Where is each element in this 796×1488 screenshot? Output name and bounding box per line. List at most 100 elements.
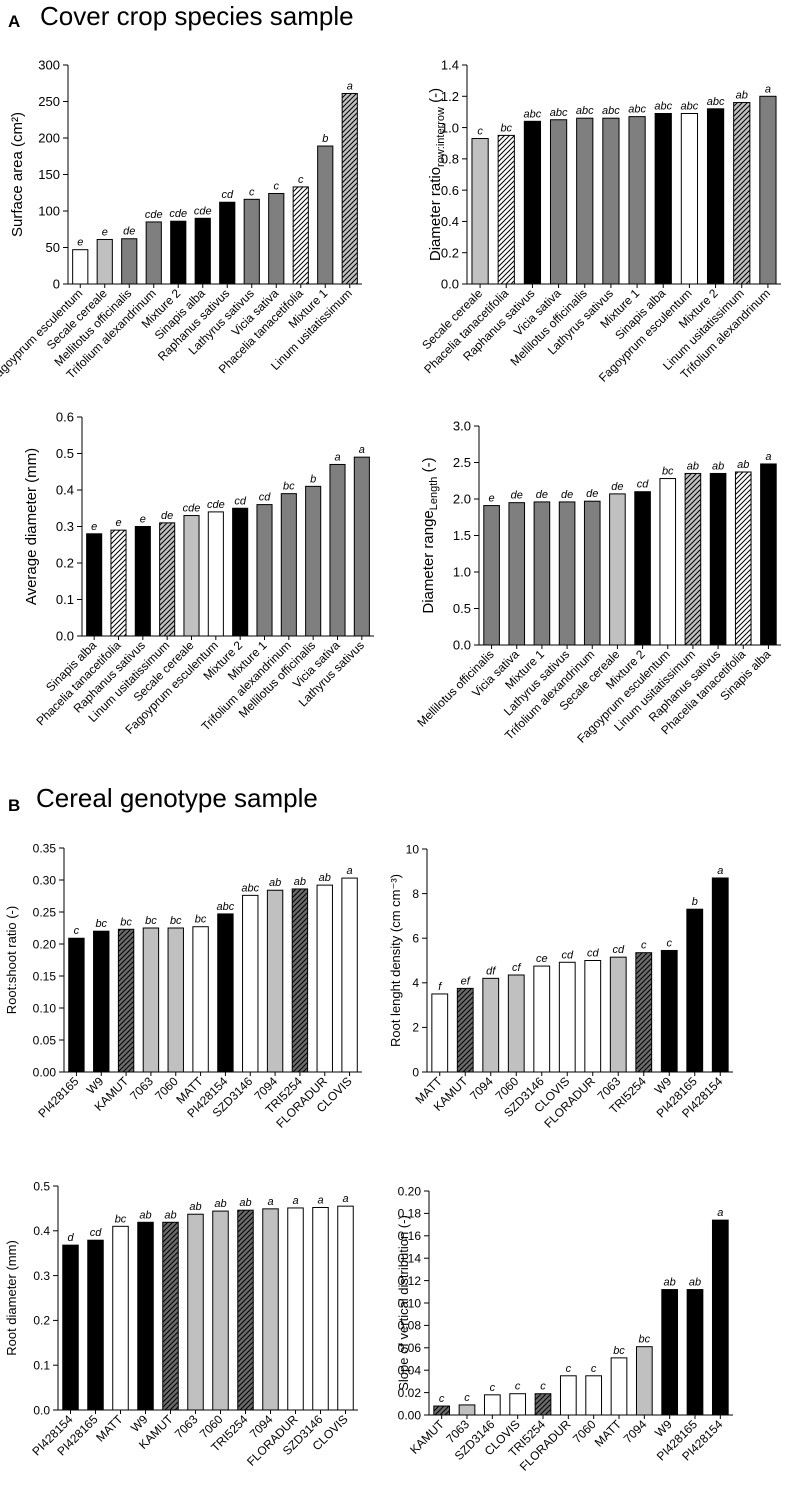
bar-tri5254 [635,952,653,1073]
y-tick-label: 0.25 [33,905,57,919]
significance-label: cd [90,1227,103,1239]
significance-label: e [77,237,83,249]
bar-w9 [137,1221,154,1411]
bar-mixture-2 [232,507,249,637]
significance-label: a [347,80,353,92]
y-tick-label: 0.4 [33,1224,50,1238]
y-tick-label: 2.0 [453,492,471,507]
y-tick-label: 0 [53,277,60,292]
significance-label: de [123,226,135,238]
significance-label: ab [239,1197,251,1209]
bar-sinapis-alba [654,112,672,285]
y-axis-label: Surface area (cm²) [9,112,26,237]
significance-label: a [334,451,340,463]
bar-lathyrus-sativus [602,117,620,285]
bar-7094 [266,889,284,1073]
bar-matt [112,1225,129,1411]
significance-label: bc [115,1213,127,1225]
significance-label: c [566,1363,572,1375]
y-tick-label: 0.00 [398,1408,422,1422]
significance-label: c [249,186,255,198]
significance-label: abc [602,105,620,117]
section-a-title: Cover crop species sample [40,1,354,31]
bar-7063 [142,927,160,1073]
y-tick-label: 0.0 [56,629,74,644]
bar-mellitotus-officinalis [121,238,138,285]
bar-mixture-2 [634,491,651,646]
bar-floradur [316,884,333,1073]
significance-label: cd [637,479,650,491]
y-tick-label: 0.1 [33,1359,50,1373]
bar-7060 [212,1210,229,1411]
bar-sinapis-alba [194,217,211,285]
bar-raphanus-sativus [523,120,542,285]
y-tick-label: 0.20 [398,1184,422,1198]
section-b-title: Cereal genotype sample [36,783,318,813]
y-axis-label: Root lenght density (cm cm⁻³) [388,874,403,1047]
section-a-letter: A [8,12,21,31]
significance-label: bc [500,122,512,134]
x-tick-label: PI428165 [35,1074,81,1120]
significance-label: cd [259,492,272,504]
y-tick-label: 200 [38,131,60,146]
y-tick-label: 0.6 [441,183,459,198]
bar-mixture-2 [170,220,187,285]
significance-label: abc [576,105,594,117]
bar-fagoyprum-esculentum [680,112,699,285]
bar-clovis [509,1393,527,1416]
bar-kamut [433,1405,451,1416]
significance-label: de [511,490,523,502]
bar-vicia-sativa [329,463,346,637]
significance-label: cde [169,208,187,220]
bar-7094 [262,1208,279,1411]
significance-label: f [438,981,442,993]
significance-label: c [667,937,673,949]
bar-w9 [660,949,678,1073]
significance-label: de [586,488,598,500]
y-tick-label: 1.2 [441,89,459,104]
significance-label: c [439,1393,445,1405]
bar-secale-cereale [96,238,113,285]
significance-label: b [310,473,316,485]
significance-label: ab [164,1209,176,1221]
significance-label: e [102,226,108,238]
significance-label: c [464,1392,470,1404]
bar-clovis [341,877,358,1073]
y-tick-label: 0.4 [56,483,74,498]
significance-label: a [317,1195,323,1207]
y-tick-label: 1.5 [453,528,471,543]
significance-label: bc [145,915,157,927]
significance-label: e [115,517,121,529]
bar-7060 [507,974,525,1073]
bar-sinapis-alba [86,533,103,637]
bar-szd3146 [483,1394,501,1416]
y-tick-label: 1.0 [453,565,471,580]
y-tick-label: 2 [412,1021,419,1035]
significance-label: c [477,126,483,138]
bar-floradur [584,960,602,1073]
y-tick-label: 0.20 [33,937,57,951]
bar-vicia-sativa [268,192,285,285]
significance-label: c [515,1381,521,1393]
section-b-letter: B [8,796,21,815]
y-tick-label: 6 [412,932,419,946]
y-tick-label: 0.0 [33,1403,50,1417]
significance-label: ab [214,1198,226,1210]
x-tick-label: MATT [592,1417,625,1450]
significance-label: de [536,489,548,501]
bar-mellilotus-officinalis [576,117,594,285]
x-tick-label: KAMUT [407,1417,447,1457]
bar-vicia-sativa [549,119,568,285]
y-axis-label: Root diameter (mm) [4,1240,19,1356]
bar-pi428154 [711,1219,729,1416]
bar-7094 [482,977,500,1073]
x-tick-label: 7094 [621,1417,650,1446]
y-tick-label: 0.16 [398,1229,422,1243]
y-axis-label: Diameter rangeLength (-) [420,457,440,613]
significance-label: a [347,865,353,877]
bar-tri5254 [291,888,309,1073]
y-tick-label: 4 [412,976,419,990]
significance-label: cd [587,948,600,960]
significance-label: ab [737,459,749,471]
